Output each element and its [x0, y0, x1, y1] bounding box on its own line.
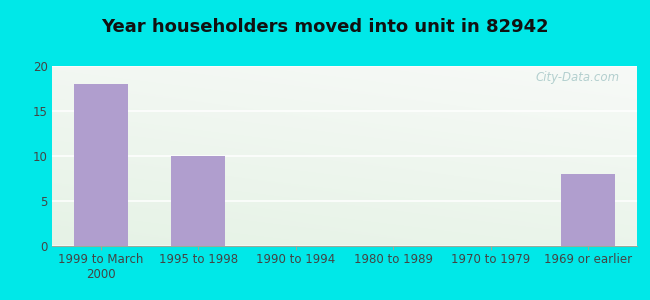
Bar	[74, 84, 127, 246]
Bar	[172, 156, 225, 246]
Bar	[562, 174, 615, 246]
Text: City-Data.com: City-Data.com	[536, 71, 619, 84]
Text: Year householders moved into unit in 82942: Year householders moved into unit in 829…	[101, 18, 549, 36]
